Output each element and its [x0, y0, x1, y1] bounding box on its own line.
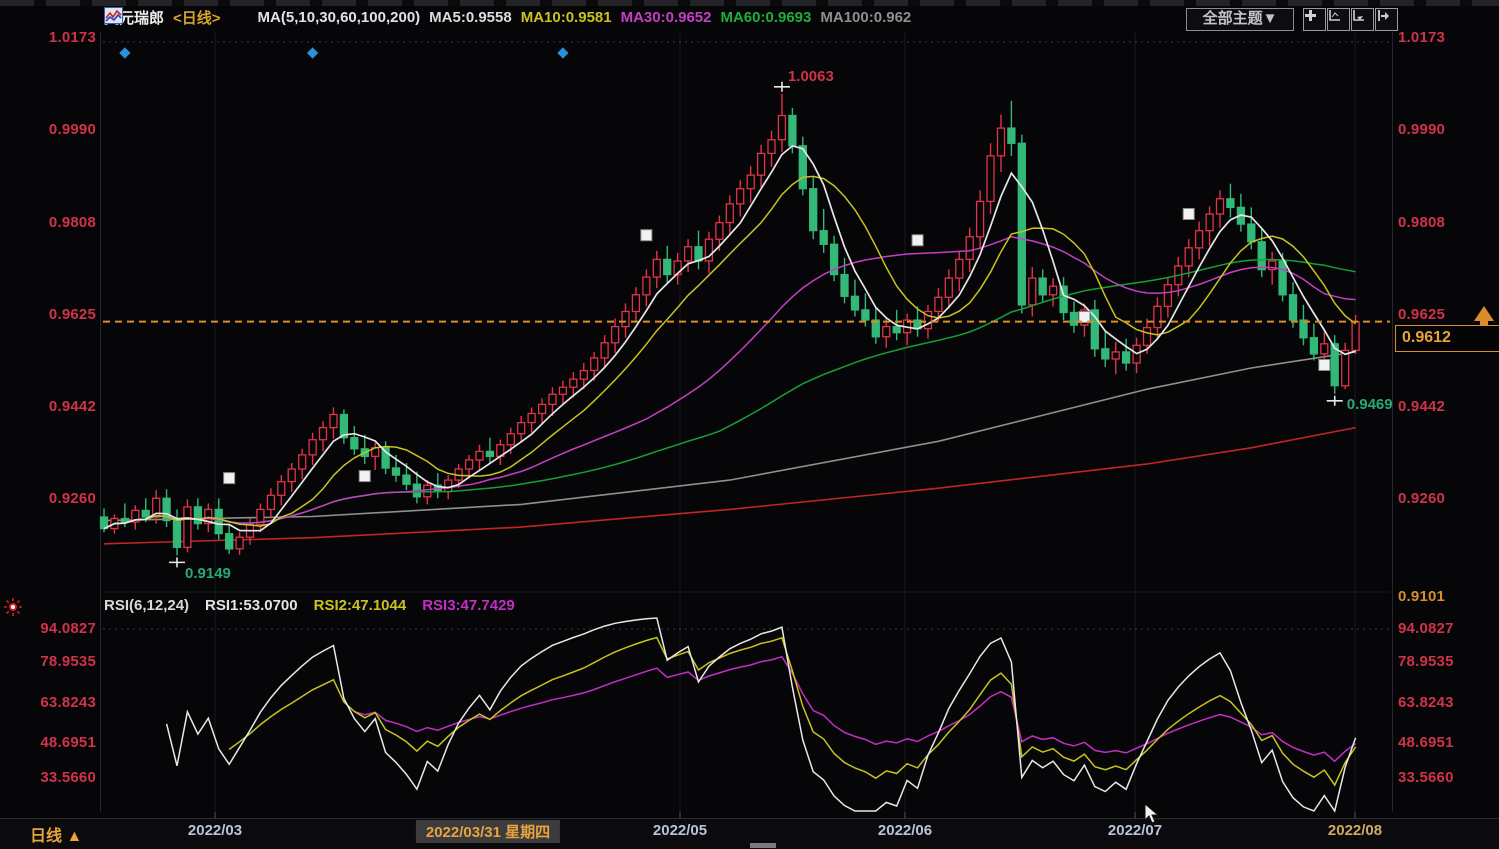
axis-scale-left-icon[interactable] — [1327, 8, 1350, 31]
current-price-box: 0.9612 — [1395, 325, 1499, 352]
price-tick-right-3: 0.9808 — [1398, 214, 1446, 231]
ma10-value: MA10:0.9581 — [520, 9, 612, 26]
rsi-tick-left-4: 48.6951 — [40, 734, 96, 751]
high-price-annotation: 1.0063 — [787, 67, 834, 85]
price-tick-right-1: 1.0173 — [1398, 29, 1446, 46]
rsi-tick-right-5: 33.5660 — [1398, 769, 1454, 786]
rsi-tick-left-3: 63.8243 — [40, 694, 96, 711]
rsi-tick-left-2: 78.9535 — [40, 653, 96, 670]
rsi3-value: RSI3:47.7429 — [422, 597, 515, 614]
top-strip — [0, 0, 1499, 6]
scrollbar-thumb[interactable] — [750, 843, 776, 848]
selected-date-label: 2022/03/31 星期四 — [415, 820, 561, 843]
price-tick-left-5: 0.9442 — [48, 398, 96, 415]
time-axis-bar — [0, 818, 1499, 849]
rsi2-value: RSI2:47.1044 — [313, 597, 407, 614]
ma-settings-label[interactable]: MA(5,10,30,60,100,200) — [257, 9, 421, 26]
axis-scale-right-icon[interactable] — [1351, 8, 1374, 31]
rsi-tick-left-1: 94.0827 — [40, 620, 96, 637]
time-label-jun: 2022/06 — [877, 822, 933, 839]
pane-export-icon[interactable] — [1375, 8, 1398, 31]
rsi-tick-right-3: 63.8243 — [1398, 694, 1454, 711]
rsi-header: RSI(6,12,24) RSI1:53.0700 RSI2:47.1044 R… — [104, 597, 515, 614]
price-tick-right-2: 0.9990 — [1398, 121, 1446, 138]
rsi-tick-right-2: 78.9535 — [1398, 653, 1454, 670]
period-selector[interactable]: 日线 ▲ — [30, 828, 83, 845]
time-label-jul: 2022/07 — [1107, 822, 1163, 839]
time-label-mar: 2022/03 — [187, 822, 243, 839]
low-price-annotation: 0.9149 — [185, 565, 231, 583]
period-tag: <日线> — [173, 10, 221, 27]
ma60-value: MA60:0.9693 — [720, 9, 812, 26]
price-tick-left-6: 0.9260 — [48, 490, 96, 507]
mouse-cursor-icon — [1144, 803, 1160, 824]
time-label-aug: 2022/08 — [1327, 822, 1383, 839]
price-tick-right-6: 0.9260 — [1398, 490, 1446, 507]
price-tick-left-3: 0.9808 — [48, 214, 96, 231]
rsi1-value: RSI1:53.0700 — [205, 597, 298, 614]
rsi-tick-right-1: 94.0827 — [1398, 620, 1454, 637]
recent-low-annotation: 0.9469 — [1346, 395, 1393, 413]
ma100-value: MA100:0.962 — [820, 9, 912, 26]
price-tick-left-1: 1.0173 — [48, 29, 96, 46]
ma30-value: MA30:0.9652 — [620, 9, 712, 26]
price-tick-right-4: 0.9625 — [1398, 306, 1446, 323]
time-label-may: 2022/05 — [652, 822, 708, 839]
price-tick-left-4: 0.9625 — [48, 306, 96, 323]
chart-header: 美元瑞郎 <日线> MA(5,10,30,60,100,200) MA5:0.95… — [104, 7, 911, 28]
rsi-tick-right-4: 48.6951 — [1398, 734, 1454, 751]
move-icon[interactable] — [1303, 8, 1326, 31]
price-tick-right-5: 0.9442 — [1398, 398, 1446, 415]
ma5-value: MA5:0.9558 — [429, 9, 512, 26]
price-bottom-label: 0.9101 — [1398, 588, 1446, 605]
price-tick-left-2: 0.9990 — [48, 121, 96, 138]
alarm-icon[interactable] — [2, 596, 26, 620]
rsi-settings-label[interactable]: RSI(6,12,24) — [104, 597, 190, 614]
kline-chart-icon[interactable] — [104, 7, 249, 26]
rsi-tick-left-5: 33.5660 — [40, 769, 96, 786]
all-themes-button[interactable]: 全部主题▼ — [1186, 8, 1294, 31]
